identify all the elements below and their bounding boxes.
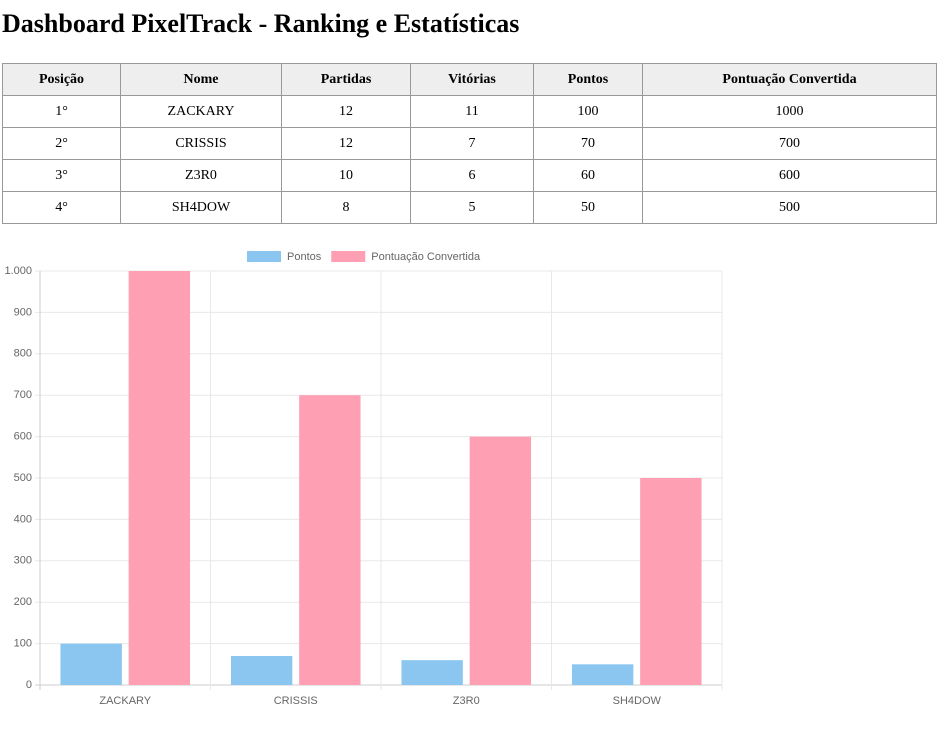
- x-tick-label: SH4DOW: [613, 695, 662, 707]
- table-cell: 700: [642, 127, 937, 160]
- bar: [128, 271, 191, 685]
- table-cell: 60: [533, 159, 643, 192]
- table-cell: 70: [533, 127, 643, 160]
- table-cell: 100: [533, 95, 643, 128]
- table-cell: 12: [281, 127, 411, 160]
- legend-label[interactable]: Pontos: [287, 251, 322, 263]
- table-cell: 10: [281, 159, 411, 192]
- y-tick-label: 500: [14, 472, 32, 484]
- table-cell: 500: [642, 191, 937, 224]
- y-tick-label: 700: [14, 389, 32, 401]
- table-row: 1° ZACKARY 12 11 100 1000: [2, 95, 937, 128]
- column-header: Posição: [2, 63, 121, 96]
- table-cell: CRISSIS: [120, 127, 282, 160]
- y-tick-label: 300: [14, 555, 32, 567]
- table-cell: 5: [410, 191, 534, 224]
- y-tick-label: 900: [14, 306, 32, 318]
- table-cell: 8: [281, 191, 411, 224]
- column-header: Partidas: [281, 63, 411, 96]
- legend-swatch[interactable]: [247, 251, 281, 262]
- table-cell: 3°: [2, 159, 121, 192]
- table-cell: SH4DOW: [120, 191, 282, 224]
- x-tick-label: ZACKARY: [99, 695, 151, 707]
- table-row: 2° CRISSIS 12 7 70 700: [2, 127, 937, 160]
- table-cell: 2°: [2, 127, 121, 160]
- table-row: 4° SH4DOW 8 5 50 500: [2, 191, 937, 224]
- y-tick-label: 200: [14, 596, 32, 608]
- column-header: Nome: [120, 63, 282, 96]
- page-title: Dashboard PixelTrack - Ranking e Estatís…: [2, 9, 520, 38]
- table-cell: 1000: [642, 95, 937, 128]
- column-header: Pontuação Convertida: [642, 63, 937, 96]
- column-header: Pontos: [533, 63, 643, 96]
- table-body: 1° ZACKARY 12 11 100 1000 2° CRISSIS 12 7 70 700 3° Z…: [2, 95, 937, 224]
- legend-label[interactable]: Pontuação Convertida: [371, 251, 481, 263]
- chart: 0 100 200 300 400 500 600 700 800 900 1.000 ZACKARY…: [4, 251, 723, 707]
- bar: [571, 664, 634, 685]
- legend-swatch[interactable]: [331, 251, 366, 262]
- bar: [640, 478, 702, 685]
- table-cell: 4°: [2, 191, 121, 224]
- table-cell: 12: [281, 95, 411, 128]
- table-cell: 600: [642, 159, 937, 192]
- table-cell: 1°: [2, 95, 121, 128]
- y-tick-label: 100: [14, 638, 32, 650]
- table-cell: 11: [410, 95, 534, 128]
- ranking-table: Posição Nome Partidas Vitórias Pontos Pontuaç…: [2, 63, 937, 224]
- bar: [230, 656, 293, 685]
- y-tick-label: 800: [14, 348, 32, 360]
- table-cell: ZACKARY: [120, 95, 282, 128]
- x-tick-label: Z3R0: [453, 695, 480, 707]
- column-header: Vitórias: [410, 63, 534, 96]
- table-cell: 6: [410, 159, 534, 192]
- table-cell: 7: [410, 127, 534, 160]
- table-cell: 50: [533, 191, 643, 224]
- bar: [469, 436, 532, 685]
- table-row: 3° Z3R0 10 6 60 600: [2, 159, 937, 192]
- y-tick-label: 1.000: [4, 265, 32, 277]
- header-row: Posição Nome Partidas Vitórias Pontos Pontuaç…: [2, 63, 937, 96]
- bar: [401, 660, 463, 685]
- table-cell: Z3R0: [120, 159, 282, 192]
- x-tick-label: CRISSIS: [274, 695, 318, 707]
- y-tick-label: 600: [14, 431, 32, 443]
- y-tick-label: 0: [26, 679, 32, 691]
- y-tick-label: 400: [14, 513, 32, 525]
- bar: [299, 395, 361, 685]
- bar: [60, 643, 122, 685]
